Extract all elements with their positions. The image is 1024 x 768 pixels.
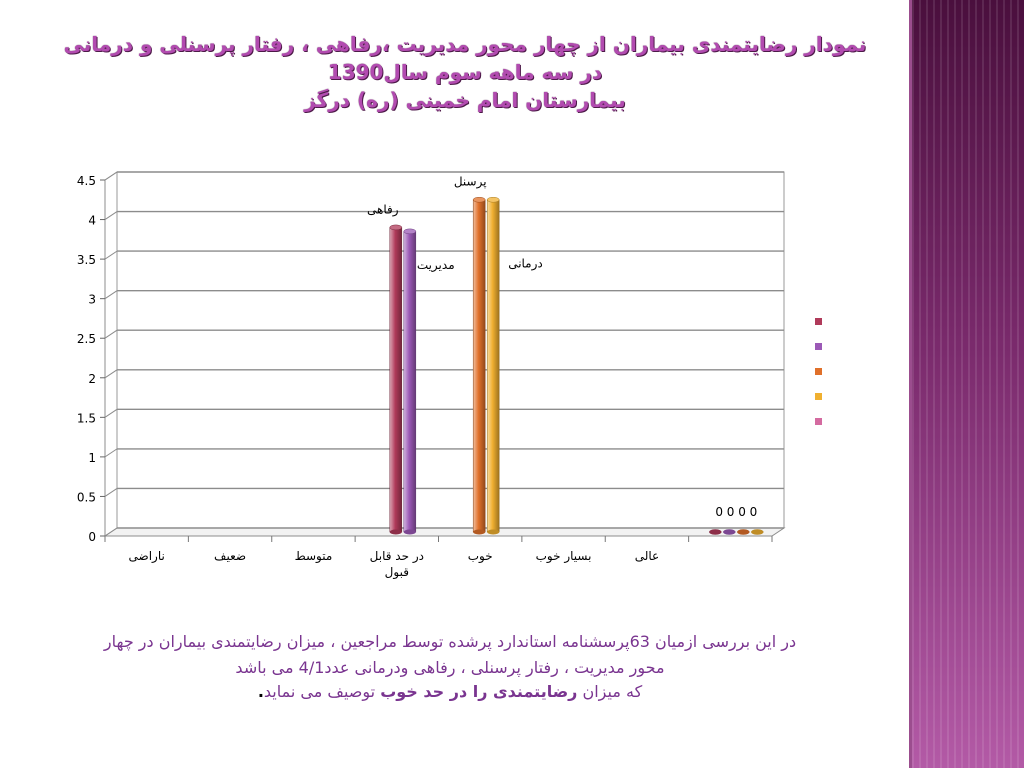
chart-bars xyxy=(389,196,764,535)
bar-top xyxy=(389,224,403,231)
x-tick-label: بسیار خوب xyxy=(536,549,592,564)
chart-floor xyxy=(103,527,786,537)
gridline-side xyxy=(104,448,118,458)
bar-base xyxy=(709,529,722,535)
bar-top xyxy=(486,196,500,203)
bar-top xyxy=(472,196,486,203)
bar-base xyxy=(487,529,500,535)
footnote-line-3: که میزان رضایتمندی را در حد خوب توصیف می… xyxy=(10,682,890,701)
chart-grid: 0 0.5 1 1.5 2 2.5 3 3.5 4 4.5 ناراضی ضعیف متوسط در حد… xyxy=(77,171,786,580)
legend-swatch xyxy=(815,343,822,350)
title-line-1: نمودار رضایتمندی بیماران از چهار محور مد… xyxy=(63,32,867,56)
y-tick-label: 0.5 xyxy=(77,490,96,504)
bar xyxy=(389,227,403,533)
title-line-3: بیمارستان امام خمینی (ره) درگز xyxy=(304,88,626,112)
bar-base xyxy=(751,529,764,535)
footnote-line-1: در این بررسی ازمیان 63پرسشنامه استاندارد… xyxy=(103,632,797,651)
decorative-side-band xyxy=(909,0,1024,768)
bar xyxy=(472,199,486,533)
bar-base xyxy=(389,529,402,535)
gridline-side xyxy=(104,290,118,300)
data-label: درمانی xyxy=(508,256,543,271)
data-label: مدیریت xyxy=(417,258,455,273)
gridline-side xyxy=(104,408,118,418)
x-tick-label: خوب xyxy=(468,549,493,564)
bar-base xyxy=(473,529,486,535)
x-tick-label: در حد قابل قبول xyxy=(370,549,424,580)
footnote-line-3-bold: رضایتمندی را در حد خوب xyxy=(380,682,578,701)
legend-swatch xyxy=(815,418,822,425)
y-tick-label: 2.5 xyxy=(77,332,96,346)
gridline-side xyxy=(104,250,118,260)
chart-legend xyxy=(815,318,822,425)
footnote-line-3-end: . xyxy=(257,682,264,701)
title-line-2: در سه ماهه سوم سال1390 xyxy=(327,60,603,84)
legend-swatch xyxy=(815,368,822,375)
bar-base xyxy=(737,529,750,535)
bar xyxy=(403,231,417,533)
gridline-side xyxy=(104,369,118,379)
gridline-side xyxy=(104,488,118,497)
gridline-side xyxy=(104,329,118,339)
chart-labels: رفاهی مدیریت پرسنل درمانی 0 0 0 0 xyxy=(367,175,757,519)
x-tick-label: متوسط xyxy=(295,549,333,564)
y-tick-label: 3.5 xyxy=(77,253,96,267)
chart-back-wall xyxy=(116,171,785,529)
y-tick-label: 1.5 xyxy=(77,411,96,425)
gridline-side xyxy=(104,171,118,181)
bar-top xyxy=(403,228,417,235)
y-tick-label: 2 xyxy=(88,372,96,386)
x-tick-label: عالی xyxy=(635,549,659,563)
x-tick-label: ضعیف xyxy=(214,549,246,563)
legend-swatch xyxy=(815,393,822,400)
x-tick-label: ناراضی xyxy=(129,549,165,564)
data-label: رفاهی xyxy=(367,202,399,217)
y-tick-label: 4.5 xyxy=(77,174,96,188)
data-label: پرسنل xyxy=(454,175,487,190)
y-tick-label: 1 xyxy=(88,451,96,465)
footnote-line-3-post: توصیف می نماید xyxy=(263,682,381,701)
y-tick-label: 0 xyxy=(88,530,96,544)
footnote-line-2: محور مدیریت ، رفتار پرسنلی ، رفاهی ودرما… xyxy=(235,658,665,677)
footnote-line-3-pre: که میزان xyxy=(577,682,643,701)
bar xyxy=(486,199,500,533)
data-label: 0 0 0 0 xyxy=(715,505,757,519)
bar-base xyxy=(723,529,736,535)
y-tick-label: 3 xyxy=(88,293,96,307)
y-tick-label: 4 xyxy=(88,214,96,228)
legend-swatch xyxy=(815,318,822,325)
gridline-side xyxy=(104,527,118,537)
gridline-side xyxy=(104,211,118,220)
bar-base xyxy=(403,529,416,535)
